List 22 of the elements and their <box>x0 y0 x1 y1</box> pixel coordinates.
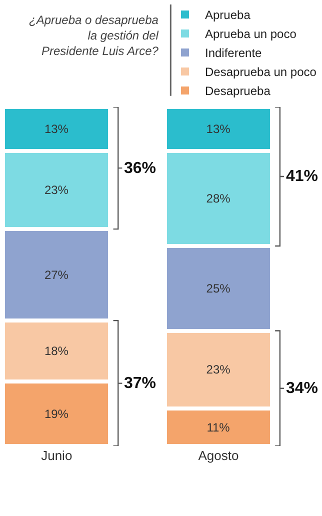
legend-label: Desaprueba un poco <box>205 65 317 80</box>
data-label: 27% <box>44 268 69 282</box>
legend-label: Indiferente <box>205 46 262 60</box>
data-label: 11% <box>206 420 230 434</box>
data-label: 25% <box>206 281 231 296</box>
data-label: 28% <box>206 192 231 206</box>
x-tick-label: Junio <box>41 448 72 463</box>
data-label: 18% <box>44 344 69 358</box>
data-label: 13% <box>206 122 231 136</box>
data-label: 19% <box>44 406 69 421</box>
legend-label: Aprueba un poco <box>205 27 297 42</box>
data-label: 23% <box>44 183 69 198</box>
annotation: 41% <box>286 168 318 185</box>
annotation: 36% <box>124 160 156 177</box>
data-label: 13% <box>44 122 69 136</box>
legend-label: Aprueba <box>205 8 251 22</box>
annotation: 34% <box>286 380 318 397</box>
chart-title: ¿Aprueba o desaprueba la gestión del Presidente Luis Arce? <box>29 13 159 58</box>
x-tick-label: Agosto <box>198 448 239 463</box>
legend-label: Desaprueba <box>205 84 271 98</box>
annotation: 37% <box>124 375 156 392</box>
data-label: 23% <box>206 362 231 377</box>
